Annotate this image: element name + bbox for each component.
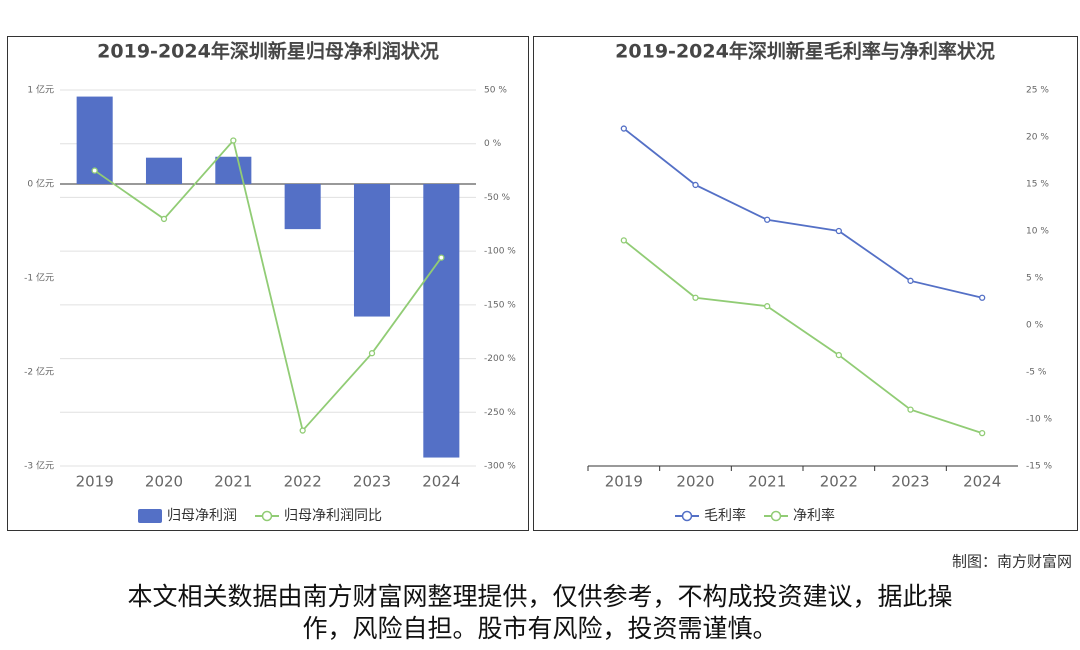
line-point <box>979 294 986 301</box>
x-tick-label: 2023 <box>891 473 929 491</box>
line-point <box>438 254 445 261</box>
y2-tick-label: -5 % <box>1026 368 1047 378</box>
y2-tick-label: -50 % <box>484 193 511 203</box>
x-tick-label: 2019 <box>605 473 643 491</box>
line-point <box>230 137 237 144</box>
y2-tick-label: 15 % <box>1026 180 1049 190</box>
y2-tick-label: 25 % <box>1026 86 1049 96</box>
chart-title: 2019-2024年深圳新星归母净利润状况 <box>97 40 439 63</box>
legend-swatch <box>681 510 693 522</box>
x-tick-label: 2020 <box>145 473 183 491</box>
line-point <box>764 216 771 223</box>
legend-label: 归母净利润 <box>167 507 237 524</box>
chart-title: 2019-2024年深圳新星毛利率与净利率状况 <box>615 40 995 63</box>
y2-tick-label: 0 % <box>484 139 502 149</box>
x-tick-label: 2021 <box>214 473 252 491</box>
y2-tick-label: -250 % <box>484 408 516 418</box>
x-tick-label: 2019 <box>76 473 114 491</box>
x-tick-label: 2022 <box>820 473 858 491</box>
line <box>623 239 983 434</box>
line-point <box>835 227 842 235</box>
bar <box>215 156 252 184</box>
y2-tick-label: -10 % <box>1026 415 1053 425</box>
y2-tick-label: 10 % <box>1026 227 1049 237</box>
panel-frame <box>7 36 529 531</box>
bar <box>353 184 391 317</box>
disclaimer: 本文相关数据由南方财富网整理提供，仅供参考，不构成投资建议，据此操 <box>127 582 952 611</box>
legend-swatch <box>261 510 273 522</box>
line-point <box>620 237 627 244</box>
y2-tick-label: 0 % <box>1026 321 1044 331</box>
y2-tick-label: 50 % <box>484 86 507 96</box>
line-point <box>160 215 168 223</box>
bar <box>284 184 321 230</box>
bar <box>145 157 183 184</box>
y2-tick-label: -150 % <box>484 300 516 310</box>
y-tick-label: -1 亿元 <box>24 272 54 284</box>
line <box>94 138 443 433</box>
y2-tick-label: -200 % <box>484 354 516 364</box>
y2-tick-label: -300 % <box>484 462 516 472</box>
x-tick-label: 2022 <box>284 473 322 491</box>
y2-tick-label: 20 % <box>1026 133 1049 143</box>
line-point <box>368 350 376 357</box>
x-tick-label: 2024 <box>963 473 1001 491</box>
y2-tick-label: -15 % <box>1026 462 1053 472</box>
y-tick-label: 1 亿元 <box>27 84 54 96</box>
x-tick-label: 2021 <box>748 473 786 491</box>
line-point <box>979 429 986 437</box>
legend-swatch <box>770 510 782 522</box>
y2-tick-label: 5 % <box>1026 274 1044 284</box>
line-point <box>692 294 699 301</box>
legend-swatch <box>138 509 162 523</box>
bar <box>423 184 460 458</box>
disclaimer: 作，风险自担。股市有风险，投资需谨慎。 <box>302 614 777 643</box>
legend-label: 净利率 <box>793 507 835 524</box>
y2-tick-label: -100 % <box>484 247 516 257</box>
line-point <box>620 125 627 132</box>
line-point <box>907 406 914 413</box>
legend-label: 归母净利润同比 <box>284 507 382 524</box>
y-tick-label: -2 亿元 <box>24 366 54 378</box>
line <box>623 127 983 299</box>
line-point <box>907 277 914 284</box>
line-point <box>692 181 699 189</box>
line-point <box>91 167 98 174</box>
y-tick-label: -3 亿元 <box>24 460 54 472</box>
x-tick-label: 2020 <box>676 473 714 491</box>
line-point <box>299 427 306 434</box>
line-point <box>764 303 771 310</box>
panel-frame <box>533 36 1078 531</box>
x-tick-label: 2023 <box>353 473 391 491</box>
y-tick-label: 0 亿元 <box>27 178 54 190</box>
x-tick-label: 2024 <box>422 473 460 491</box>
line-point <box>835 351 842 359</box>
legend-label: 毛利率 <box>704 507 746 524</box>
credit: 制图：南方财富网 <box>952 553 1072 571</box>
